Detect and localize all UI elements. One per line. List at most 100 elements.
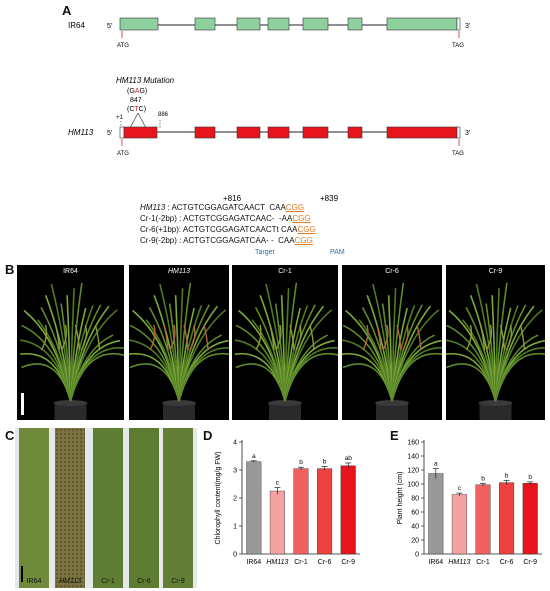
leaf-label: HM113 — [58, 578, 82, 585]
alignment-separator: : — [176, 236, 184, 245]
wt-exon — [119, 17, 159, 31]
mut-exon — [386, 126, 458, 139]
x-tick-label: Cr-9 — [523, 559, 537, 566]
leaf-strip: Cr-9 — [163, 428, 193, 588]
leaf-label: Cr-1 — [101, 578, 115, 585]
plant-photo-label: IR64 — [63, 268, 78, 275]
mut-three-prime: 3' — [465, 130, 470, 137]
plant-photo: Cr-1 — [232, 265, 338, 420]
wt-tag-label: TAG — [452, 43, 464, 49]
x-tick-label: Cr-1 — [476, 559, 490, 566]
bar — [475, 484, 491, 555]
leaf-photo: IR64 HM113 Cr-1 Cr-6 Cr-9 — [15, 428, 197, 588]
alignment-sequence: ACTGTCGGAGATCAAC- -AA — [183, 214, 293, 223]
bar — [246, 461, 262, 555]
pam-label: PAM — [330, 249, 345, 256]
leaf-label: IR64 — [26, 578, 42, 585]
alignment-row-name: HM113 — [140, 203, 166, 212]
alignment-pam: CGG — [292, 214, 311, 223]
significance-letter: b — [528, 474, 532, 481]
mut-exon — [267, 126, 290, 139]
leaf-label: Cr-6 — [137, 578, 151, 585]
mut-exon — [194, 126, 216, 139]
plant-photo-label: HM113 — [167, 268, 191, 275]
leaf-strip: Cr-6 — [129, 428, 159, 588]
y-tick-label: 100 — [407, 482, 419, 489]
significance-letter: a — [434, 461, 438, 468]
y-tick-label: 0 — [233, 552, 237, 559]
plant-photo-label: Cr-1 — [278, 268, 292, 275]
mut-tag-label: TAG — [452, 151, 464, 157]
codon-wt: (GAG) — [127, 88, 147, 95]
wt-three-prime: 3' — [465, 23, 470, 30]
alignment-row-name: Cr-6(+1bp) — [140, 225, 179, 234]
y-tick-label: 20 — [411, 538, 419, 545]
wt-gene-name: IR64 — [68, 21, 85, 30]
mut-atg-label: ATG — [117, 151, 129, 157]
x-tick-label: Cr-6 — [500, 559, 514, 566]
wt-exon — [302, 17, 329, 31]
plant-scale-bar — [21, 393, 24, 415]
bar — [451, 494, 467, 555]
alignment-separator: : — [176, 214, 184, 223]
panel-label-c: C — [5, 428, 15, 443]
wt-five-prime: 5' — [107, 23, 112, 30]
alignment-row: Cr-1(-2bp) : ACTGTCGGAGATCAAC- -AACGG — [140, 214, 311, 223]
pos-right-label: +839 — [320, 194, 339, 203]
alignment-separator: : — [165, 203, 172, 212]
leaf-strip: IR64 — [19, 428, 49, 588]
mut-exon — [236, 126, 261, 139]
y-tick-label: 120 — [407, 468, 419, 475]
alignment-sequence: ACTGTCGGAGATCAA- - CAA — [183, 236, 295, 245]
y-axis-label: Chlorophyll content(mg/g FW) — [215, 452, 222, 545]
alignment-pam: CGG — [294, 236, 313, 245]
x-tick-label: HM113 — [266, 559, 288, 566]
bar — [269, 490, 285, 555]
y-tick-label: 60 — [411, 510, 419, 517]
plant-photo-label: Cr-6 — [385, 268, 399, 275]
y-tick-label: 40 — [411, 524, 419, 531]
plant-photo-label: Cr-9 — [488, 268, 503, 275]
bar — [340, 465, 356, 555]
bar — [293, 468, 309, 555]
pos-left-label: +816 — [223, 194, 242, 203]
leaf-strip: Cr-1 — [93, 428, 123, 588]
leaf-scale-bar — [21, 566, 23, 582]
bar — [499, 482, 515, 555]
plant-photo: HM113 — [129, 265, 229, 420]
alignment-sequence: ACTGTCGGAGATCAACTt CAA — [182, 225, 298, 234]
plant-photo: Cr-9 — [446, 265, 545, 420]
x-tick-label: Cr-6 — [318, 559, 332, 566]
alignment-row: Cr-9(-2bp) : ACTGTCGGAGATCAA- - CAACGG — [140, 236, 313, 245]
mut-five-prime: 5' — [107, 130, 112, 137]
significance-letter: b — [505, 473, 509, 480]
mut-exon — [302, 126, 329, 139]
significance-letter: c — [276, 480, 280, 487]
y-axis-label: Plant height (cm) — [397, 472, 404, 525]
plus-one-label: +1 — [116, 115, 124, 121]
panel-label-a: A — [62, 3, 72, 18]
x-tick-label: IR64 — [428, 559, 443, 566]
significance-letter: b — [299, 459, 303, 466]
y-tick-label: 0 — [415, 552, 419, 559]
alignment-row: Cr-6(+1bp): ACTGTCGGAGATCAACTt CAACGG — [140, 225, 316, 234]
plant-height-chart: 0 20 40 60 80 100 120 140 160 Plant height (cm) a I… — [397, 440, 542, 566]
y-tick-label: 4 — [233, 440, 237, 447]
wt-exon — [267, 17, 290, 31]
alignment-row-name: Cr-1(-2bp) — [140, 214, 177, 223]
wt-exon — [386, 17, 458, 31]
alignment-sequence: ACTGTCGGAGATCAACT CAA — [171, 203, 286, 212]
x-tick-label: IR64 — [246, 559, 261, 566]
mut-exon — [123, 126, 158, 139]
panel-label-b: B — [5, 262, 15, 277]
alignment-pam: CGG — [297, 225, 316, 234]
alignment-row-name: Cr-9(-2bp) — [140, 236, 177, 245]
significance-letter: b — [481, 475, 485, 482]
y-tick-label: 80 — [411, 496, 419, 503]
alignment-pam: CGG — [285, 203, 305, 212]
wt-exon — [194, 17, 216, 31]
bar — [522, 483, 538, 555]
chlorophyll-chart: 0 1 2 3 4 Chlorophyll content(mg/g FW) a IR64 c H… — [215, 440, 360, 566]
mutation-position: 847 — [130, 97, 142, 104]
mutation-title: HM113 Mutation — [116, 76, 175, 85]
